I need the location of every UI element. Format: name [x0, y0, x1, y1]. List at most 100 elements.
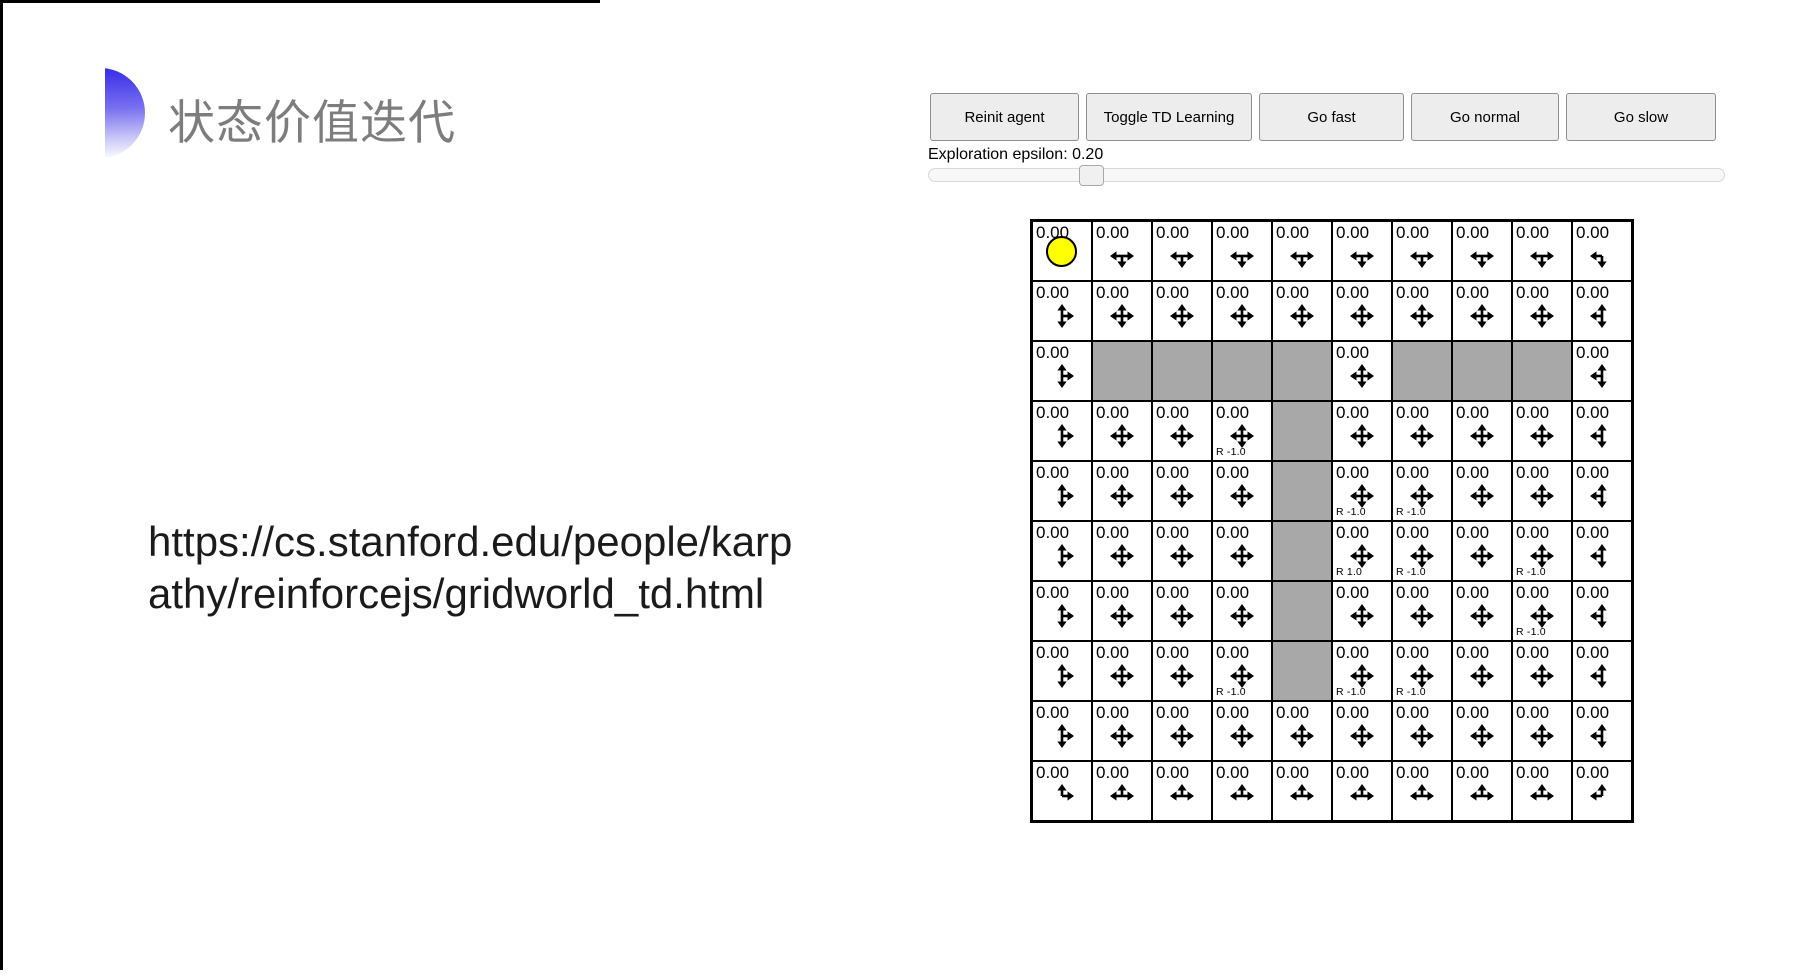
grid-cell: 0.00: [1332, 281, 1392, 341]
policy-arrows-icon: [1410, 544, 1434, 568]
grid-cell: 0.00: [1152, 581, 1212, 641]
policy-arrows-icon: [1470, 544, 1494, 568]
policy-arrows-icon: [1170, 484, 1194, 508]
go-slow-button[interactable]: Go slow: [1566, 93, 1716, 141]
cell-value: 0.00: [1216, 283, 1250, 302]
go-fast-button[interactable]: Go fast: [1259, 93, 1404, 141]
reinit-agent-button[interactable]: Reinit agent: [930, 93, 1079, 141]
grid-wall-cell: [1272, 341, 1332, 401]
go-normal-button[interactable]: Go normal: [1411, 93, 1559, 141]
policy-arrows-icon: [1170, 424, 1194, 448]
policy-arrows-icon: [1170, 251, 1194, 268]
grid-cell: 0.00: [1452, 761, 1512, 821]
grid-cell: 0.00: [1512, 401, 1572, 461]
grid-cell: 0.00: [1332, 401, 1392, 461]
cell-value: 0.00: [1456, 703, 1490, 722]
policy-arrows-icon: [1350, 251, 1374, 268]
epsilon-slider[interactable]: [928, 165, 1725, 186]
policy-arrows-icon: [1170, 604, 1194, 628]
cell-value: 0.00: [1576, 463, 1610, 482]
policy-arrows-icon: [1410, 604, 1434, 628]
epsilon-slider-handle[interactable]: [1079, 165, 1104, 186]
cell-value: 0.00: [1156, 583, 1190, 602]
cell-value: 0.00: [1576, 703, 1610, 722]
grid-cell: 0.00 R -1.0: [1212, 641, 1272, 701]
grid-cell: 0.00: [1332, 701, 1392, 761]
grid-cell: 0.00: [1212, 701, 1272, 761]
grid-cell: 0.00 R -1.0: [1392, 641, 1452, 701]
policy-arrows-icon: [1057, 724, 1074, 748]
grid-cell: 0.00: [1392, 221, 1452, 281]
cell-value: 0.00: [1336, 523, 1370, 542]
cell-value: 0.00: [1456, 583, 1490, 602]
policy-arrows-icon: [1057, 364, 1074, 388]
cell-value: 0.00: [1216, 583, 1250, 602]
policy-arrows-icon: [1230, 544, 1254, 568]
grid-cell: 0.00: [1392, 761, 1452, 821]
grid-cell: 0.00: [1032, 341, 1092, 401]
grid-cell: 0.00: [1152, 521, 1212, 581]
policy-arrows-icon: [1530, 251, 1554, 268]
cell-value: 0.00: [1516, 403, 1550, 422]
grid-cell: 0.00: [1272, 281, 1332, 341]
grid-cell: 0.00: [1572, 761, 1632, 821]
cell-reward: R -1.0: [1516, 566, 1546, 578]
cell-value: 0.00: [1456, 403, 1490, 422]
grid-cell: 0.00: [1272, 701, 1332, 761]
grid-cell: 0.00 R -1.0: [1332, 461, 1392, 521]
cell-value: 0.00: [1456, 223, 1490, 242]
grid-wall-cell: [1272, 401, 1332, 461]
policy-arrows-icon: [1170, 664, 1194, 688]
policy-arrows-icon: [1170, 544, 1194, 568]
cell-reward: R -1.0: [1516, 626, 1546, 638]
cell-value: 0.00: [1456, 643, 1490, 662]
grid-cell: 0.00: [1092, 521, 1152, 581]
cell-reward: R -1.0: [1216, 686, 1246, 698]
logo-sphere-icon: [105, 68, 145, 158]
policy-arrows-icon: [1590, 484, 1607, 508]
policy-arrows-icon: [1590, 604, 1607, 628]
grid-cell: 0.00: [1212, 461, 1272, 521]
policy-arrows-icon: [1230, 484, 1254, 508]
toggle-td-learning-button[interactable]: Toggle TD Learning: [1086, 93, 1252, 141]
grid-cell: 0.00: [1332, 221, 1392, 281]
grid-wall-cell: [1272, 581, 1332, 641]
policy-arrows-icon: [1530, 724, 1554, 748]
grid-wall-cell: [1212, 341, 1272, 401]
cell-value: 0.00: [1336, 763, 1370, 782]
grid-cell: 0.00 R 1.0: [1332, 521, 1392, 581]
policy-arrows-icon: [1530, 604, 1554, 628]
policy-arrows-icon: [1350, 364, 1374, 388]
cell-value: 0.00: [1156, 763, 1190, 782]
cell-value: 0.00: [1156, 703, 1190, 722]
policy-arrows-icon: [1290, 304, 1314, 328]
policy-arrows-icon: [1470, 484, 1494, 508]
cell-value: 0.00: [1156, 283, 1190, 302]
grid-cell: 0.00 R -1.0: [1332, 641, 1392, 701]
grid-cell: 0.00: [1512, 221, 1572, 281]
cell-value: 0.00: [1576, 223, 1610, 242]
cell-value: 0.00: [1036, 703, 1070, 722]
grid-cell: 0.00: [1572, 281, 1632, 341]
left-border-line: [0, 0, 3, 970]
grid-cell: 0.00: [1572, 401, 1632, 461]
policy-arrows-icon: [1530, 664, 1554, 688]
grid-cell: 0.00: [1452, 461, 1512, 521]
grid-cell: 0.00: [1392, 701, 1452, 761]
policy-arrows-icon: [1530, 304, 1554, 328]
cell-value: 0.00: [1096, 643, 1130, 662]
policy-arrows-icon: [1350, 424, 1374, 448]
policy-arrows-icon: [1057, 784, 1074, 801]
grid-cell: 0.00: [1512, 461, 1572, 521]
grid-cell: 0.00: [1152, 641, 1212, 701]
policy-arrows-icon: [1590, 304, 1607, 328]
cell-value: 0.00: [1396, 763, 1430, 782]
cell-value: 0.00: [1276, 763, 1310, 782]
grid-cell: 0.00: [1332, 341, 1392, 401]
policy-arrows-icon: [1590, 251, 1607, 268]
policy-arrows-icon: [1110, 251, 1134, 268]
policy-arrows-icon: [1530, 424, 1554, 448]
cell-value: 0.00: [1396, 523, 1430, 542]
policy-arrows-icon: [1057, 544, 1074, 568]
policy-arrows-icon: [1110, 784, 1134, 801]
